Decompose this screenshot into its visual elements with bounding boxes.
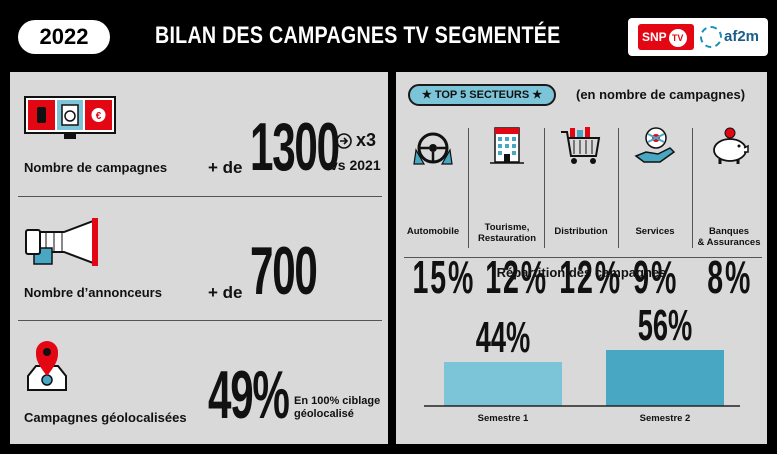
- sector-banques: Banques & Assurances 8%: [694, 124, 764, 303]
- geolocated-label: Campagnes géolocalisées: [24, 410, 187, 425]
- sector-services: Services 9%: [620, 124, 690, 303]
- svg-text:€: €: [96, 111, 102, 122]
- sector-value: 9%: [633, 251, 679, 303]
- geolocated-note: En 100% ciblage géolocalisé: [294, 395, 380, 421]
- bar-value-label: 44%: [476, 312, 531, 361]
- sector-name: Banques & Assurances: [697, 226, 761, 248]
- campaigns-label: Nombre de campagnes: [24, 160, 168, 175]
- advertisers-value: 700: [250, 233, 318, 309]
- shopping-cart-icon: [561, 127, 601, 164]
- campaigns-prefix: + de: [208, 158, 243, 177]
- sector-name: Automobile: [406, 226, 460, 237]
- divider: [18, 320, 382, 321]
- divider: [468, 128, 469, 248]
- sector-value: 8%: [707, 251, 753, 303]
- campaigns-value: 1300: [250, 109, 340, 185]
- af2m-ring-icon: [700, 26, 722, 48]
- star-icon: ★: [532, 89, 543, 101]
- kpi-panel: € Nombre de campagnes + de 1300 x3 vs 20…: [10, 72, 388, 444]
- advertisers-label: Nombre d’annonceurs: [24, 285, 162, 300]
- sector-distribution: Distribution 12%: [546, 124, 620, 303]
- top5-title: TOP 5 SECTEURS: [434, 89, 530, 101]
- snptv-logo: SNP TV: [638, 24, 694, 50]
- semester-bar-chart: 44% Semestre 1 56% Semestre 2: [424, 300, 740, 424]
- star-icon: ★: [421, 89, 432, 101]
- piggy-bank-icon: [713, 127, 749, 164]
- bar-semestre-2: [606, 350, 724, 406]
- sector-tourisme: Tourisme, Restauration 12%: [472, 124, 546, 303]
- sector-name: Services: [635, 226, 675, 237]
- campaigns-trend-multiplier: x3: [356, 130, 377, 150]
- arrow-right-circle-icon: [336, 133, 352, 149]
- divider: [692, 128, 693, 248]
- snptv-logo-text: SNP: [642, 30, 667, 44]
- geolocated-value: 49%: [208, 357, 290, 433]
- af2m-logo: af2m: [700, 22, 764, 52]
- tv-screens-icon: €: [24, 96, 116, 139]
- snptv-logo-badge: TV: [668, 29, 687, 47]
- map-pin-icon: [27, 341, 67, 391]
- bar-category-label: Semestre 2: [640, 413, 691, 424]
- steering-wheel-icon: [413, 132, 453, 165]
- sector-automobile: Automobile 15%: [400, 124, 473, 303]
- sector-name: Tourisme, Restauration: [477, 222, 537, 244]
- geolocated-note-line1: En 100% ciblage: [294, 395, 381, 407]
- megaphone-icon: [25, 218, 98, 266]
- partner-logos: SNP TV af2m: [628, 18, 768, 56]
- year-badge: 2022: [18, 20, 110, 54]
- geolocated-note-line2: géolocalisé: [294, 408, 354, 420]
- header: 2022 BILAN DES CAMPAGNES TV SEGMENTÉE SN…: [0, 0, 777, 72]
- sector-name: Distribution: [554, 226, 608, 237]
- page-title: BILAN DES CAMPAGNES TV SEGMENTÉE: [155, 22, 561, 49]
- campaigns-trend-comparison: vs 2021: [330, 157, 381, 173]
- chart-title: Répartition des campagnes: [496, 265, 667, 280]
- divider: [404, 257, 762, 258]
- bar-value-label: 56%: [638, 300, 693, 349]
- advertisers-prefix: + de: [208, 283, 243, 302]
- service-hand-icon: [634, 127, 676, 163]
- divider: [18, 196, 382, 197]
- divider: [618, 128, 619, 248]
- divider: [544, 128, 545, 248]
- top5-badge: ★ TOP 5 SECTEURS ★: [408, 84, 556, 106]
- bar-category-label: Semestre 1: [478, 413, 529, 424]
- bar-semestre-1: [444, 362, 562, 406]
- sectors-panel: ★ TOP 5 SECTEURS ★ (en nombre de campagn…: [396, 72, 767, 444]
- top5-note: (en nombre de campagnes): [576, 87, 746, 102]
- hotel-icon: [490, 127, 524, 164]
- af2m-logo-text: af2m: [724, 28, 760, 45]
